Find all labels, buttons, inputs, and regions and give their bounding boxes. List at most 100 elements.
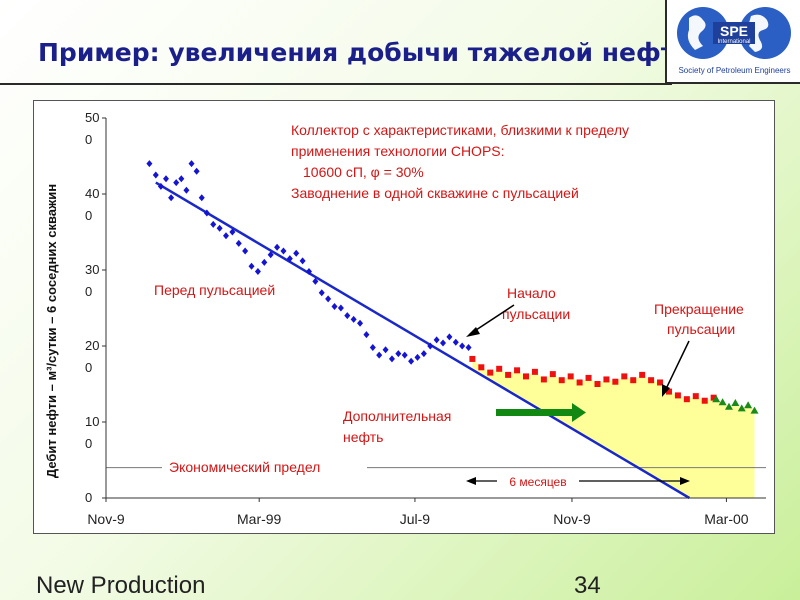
- series-0-point-9: [193, 167, 200, 175]
- pulse-stop-arrow: [664, 340, 690, 392]
- series-1-point-17: [621, 373, 628, 380]
- series-0-point-51: [459, 342, 466, 350]
- series-0-point-6: [178, 175, 185, 183]
- series-1-point-3: [496, 365, 503, 372]
- pulse-start-arrow: [469, 304, 515, 335]
- series-0-point-38: [376, 351, 383, 359]
- six-months-label: 6 месяцев: [509, 475, 566, 489]
- series-0-point-30: [325, 295, 332, 303]
- series-1-point-26: [701, 397, 708, 404]
- series-0-point-12: [210, 220, 217, 228]
- annotation-reservoir-flood: Заводнение в одной скважине с пульсацией: [291, 185, 579, 201]
- series-1-point-23: [674, 392, 681, 399]
- six-months-label-bg: [497, 472, 579, 489]
- series-1-point-2: [487, 369, 494, 376]
- annotation-before-pulse: Перед пульсацией: [154, 282, 275, 298]
- annotation-extra-oil-1: Дополнительная: [343, 408, 451, 424]
- spe-logo: SPE International Society of Petroleum E…: [665, 0, 800, 84]
- series-1-point-4: [505, 371, 512, 378]
- x-tick-label-3: Nov-99: [552, 511, 591, 533]
- series-1-point-9: [549, 371, 556, 378]
- series-1-point-8: [540, 376, 547, 383]
- series-1-point-13: [585, 374, 592, 381]
- series-0-point-23: [280, 247, 287, 255]
- y-tick-label-5: 50 0: [85, 110, 99, 147]
- series-0-point-15: [229, 228, 236, 236]
- additional-oil-area: [472, 358, 755, 498]
- series-1-point-10: [558, 377, 565, 384]
- series-1-point-19: [639, 371, 646, 378]
- series-0-point-47: [433, 336, 440, 344]
- series-0-point-7: [183, 186, 190, 194]
- series-0-point-22: [274, 243, 281, 251]
- series-0-point-33: [344, 312, 351, 320]
- logo-subtext: International: [717, 39, 750, 45]
- series-1-point-25: [692, 393, 699, 400]
- logo-text: SPE: [720, 23, 748, 39]
- x-tick-label-2: Jul-99: [395, 511, 430, 533]
- series-2-point-4: [737, 404, 746, 412]
- series-0-point-48: [440, 339, 447, 347]
- series-0-point-1: [152, 171, 159, 179]
- series-1-point-11: [567, 373, 574, 380]
- series-0-point-16: [235, 239, 242, 247]
- annotation-reservoir-props: 10600 сП, φ = 30%: [303, 164, 424, 180]
- series-1-point-21: [657, 379, 664, 386]
- y-tick-label-2: 20 0: [85, 338, 99, 375]
- economic-limit-label: Экономический предел: [169, 459, 320, 475]
- series-1-point-6: [523, 373, 529, 380]
- series-0-point-27: [305, 268, 312, 276]
- x-tick-label-1: Mar-99: [237, 511, 282, 527]
- series-0-point-46: [427, 342, 434, 350]
- series-0-point-20: [261, 258, 268, 266]
- series-0-point-32: [337, 304, 344, 312]
- series-0-point-31: [331, 302, 338, 310]
- series-1-point-0: [469, 355, 476, 362]
- series-0-point-41: [395, 350, 402, 358]
- series-0-point-40: [388, 355, 395, 363]
- series-0-point-0: [146, 160, 153, 168]
- series-0-point-18: [248, 262, 255, 270]
- series-0-point-19: [254, 268, 261, 276]
- y-tick-label-4: 40 0: [85, 186, 99, 223]
- y-axis-label: Дебит нефти – м³/сутки – 6 соседних сква…: [44, 184, 59, 478]
- series-0-point-25: [293, 249, 300, 257]
- decline-trend-line: [155, 181, 691, 500]
- six-months-arrow-left: [466, 477, 476, 485]
- series-0-point-49: [446, 333, 453, 341]
- series-1-point-15: [603, 376, 610, 383]
- series-0-point-35: [357, 319, 364, 327]
- series-1-point-24: [683, 396, 690, 403]
- series-0-point-36: [363, 331, 370, 339]
- annotation-reservoir-title-2: применения технологии CHOPS:: [291, 143, 505, 159]
- x-tick-label-0: Nov-98: [86, 511, 125, 533]
- series-0-point-17: [242, 247, 249, 255]
- economic-limit-label-bg: [162, 457, 367, 478]
- extra-oil-arrow-head: [572, 403, 586, 422]
- extra-oil-arrow-shaft: [496, 409, 572, 416]
- chart-panel: 0 100 200 300 400 500 Nov-98 Mar-99 Jul-99 Nov-99…: [33, 100, 775, 548]
- annotation-reservoir-title: Коллектор с характеристиками, близкими к…: [291, 122, 629, 138]
- six-months-arrow-right: [680, 477, 690, 485]
- annotation-pulse-start-1: Начало: [507, 285, 556, 301]
- series-2-point-0: [712, 395, 721, 403]
- series-0-point-14: [223, 232, 229, 240]
- series-0-point-4: [168, 194, 175, 202]
- series-0-point-24: [286, 255, 293, 263]
- series-0-point-3: [163, 175, 169, 183]
- series-2-point-3: [731, 399, 740, 406]
- series-1-point-7: [531, 368, 538, 375]
- pulse-start-arrowhead: [466, 327, 480, 337]
- series-1-point-1: [478, 364, 485, 371]
- title-rule: [0, 83, 672, 85]
- series-2-point-1: [718, 398, 727, 406]
- series-1-point-12: [576, 379, 583, 386]
- series-0-point-5: [173, 179, 180, 187]
- series-1-point-5: [514, 367, 521, 374]
- annotation-extra-oil-2: нефть: [343, 429, 383, 445]
- series-0-point-11: [203, 209, 210, 217]
- series-0-point-52: [465, 344, 472, 352]
- series-0-point-21: [267, 251, 274, 259]
- series-0-point-2: [157, 182, 164, 190]
- series-0-point-34: [350, 315, 357, 323]
